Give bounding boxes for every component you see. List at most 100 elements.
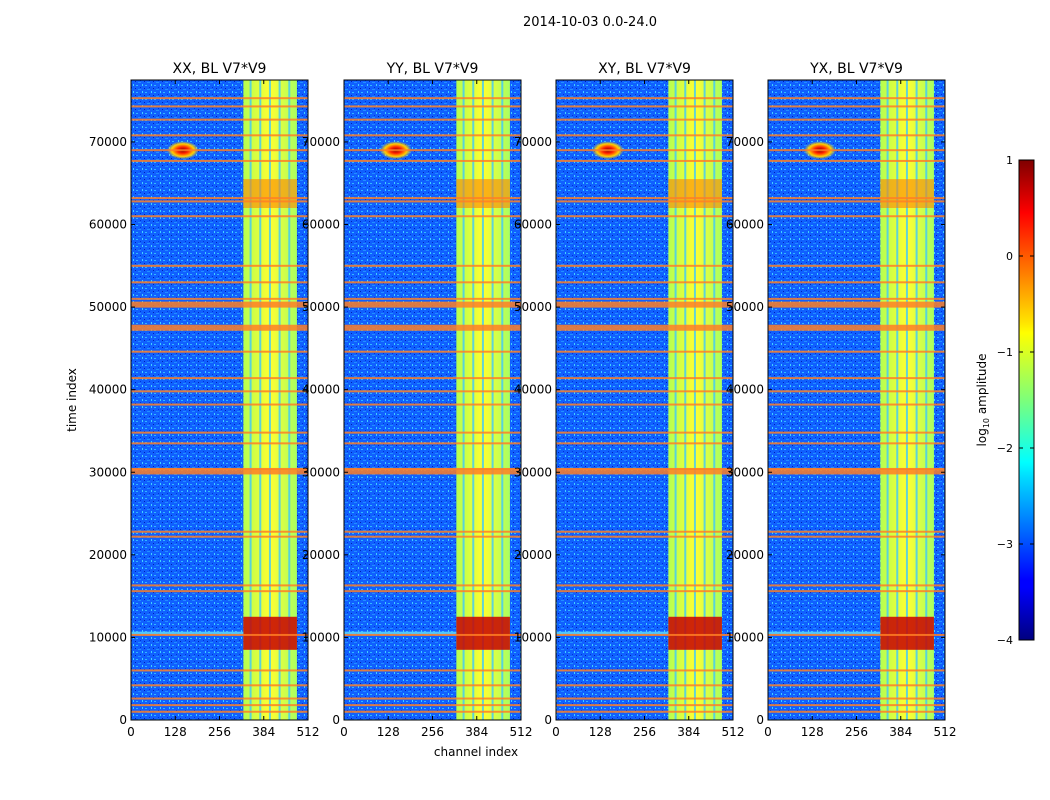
flagged-row — [344, 535, 521, 538]
flagged-row — [556, 297, 733, 300]
panel-title: XY, BL V7*V9 — [598, 61, 691, 77]
flagged-row — [344, 442, 521, 445]
colorbar-tick-label: −1 — [997, 346, 1013, 359]
rfi-channel-stripe — [249, 80, 252, 720]
flagged-row — [131, 431, 308, 434]
flagged-row — [556, 467, 733, 470]
flagged-row — [556, 669, 733, 672]
flagged-row — [131, 264, 308, 267]
flagged-row — [556, 264, 733, 267]
x-axis-label: channel index — [434, 745, 518, 759]
flagged-row — [344, 118, 521, 121]
flagged-row — [768, 530, 945, 533]
flagged-row — [344, 704, 521, 707]
rfi-channel-stripe — [491, 80, 494, 720]
flagged-row — [556, 584, 733, 587]
y-tick-label: 20000 — [514, 548, 552, 562]
rfi-channel-stripe — [684, 80, 687, 720]
y-tick-label: 60000 — [302, 218, 340, 232]
rfi-channel-stripe — [481, 80, 484, 720]
flagged-row — [131, 669, 308, 672]
flagged-row — [344, 264, 521, 267]
x-tick-label: 256 — [208, 725, 231, 739]
flagged-row — [344, 301, 521, 308]
flagged-row — [768, 390, 945, 393]
y-tick-label: 10000 — [726, 630, 764, 644]
flagged-row — [344, 200, 521, 203]
y-tick-label: 50000 — [514, 300, 552, 314]
flagged-row — [556, 710, 733, 713]
flagged-row — [768, 297, 945, 300]
y-tick-label: 40000 — [89, 383, 127, 397]
flagged-row — [768, 704, 945, 707]
flagged-row — [768, 105, 945, 108]
rfi-channel-stripe — [896, 80, 899, 720]
y-tick-label: 0 — [544, 713, 552, 727]
flagged-row — [344, 390, 521, 393]
flagged-row — [344, 297, 521, 300]
panels: XX, BL V7*V9 0 128 256 384 512 0 10000 20000 3000… — [89, 61, 957, 739]
y-tick-label: 10000 — [514, 630, 552, 644]
flagged-row — [768, 590, 945, 593]
flagged-row — [131, 377, 308, 380]
x-tick-label: 128 — [589, 725, 612, 739]
y-tick-label: 0 — [756, 713, 764, 727]
x-tick-label: 0 — [764, 725, 772, 739]
rfi-channel-stripe — [501, 80, 504, 720]
x-tick-label: 384 — [252, 725, 275, 739]
flagged-row — [131, 97, 308, 100]
flagged-row — [768, 301, 945, 308]
rfi-channel-stripe — [693, 80, 696, 720]
x-tick-label: 256 — [633, 725, 656, 739]
y-tick-label: 20000 — [89, 548, 127, 562]
flagged-row — [131, 134, 308, 137]
rfi-channel-stripe — [886, 80, 889, 720]
flagged-row — [131, 281, 308, 284]
rfi-channel-stripe — [259, 80, 262, 720]
y-tick-label: 50000 — [302, 300, 340, 314]
heatmap-panel-1: XX, BL V7*V9 0 128 256 384 512 0 10000 20000 3000… — [89, 61, 320, 739]
rfi-channel-stripe — [278, 80, 281, 720]
flagged-row — [556, 390, 733, 393]
flagged-row — [344, 584, 521, 587]
flagged-row — [768, 97, 945, 100]
flagged-row — [768, 377, 945, 380]
y-tick-label: 70000 — [514, 135, 552, 149]
flagged-row — [768, 118, 945, 121]
flagged-row — [556, 377, 733, 380]
colorbar-scale — [1018, 159, 1035, 641]
rfi-channel-stripe — [925, 80, 928, 720]
flagged-row — [131, 697, 308, 700]
flagged-row — [768, 197, 945, 200]
x-tick-label: 128 — [377, 725, 400, 739]
flagged-row — [556, 633, 733, 636]
panel-title: XX, BL V7*V9 — [173, 61, 267, 77]
colorbar-tick-label: −4 — [997, 634, 1013, 647]
rfi-burst-upper — [880, 179, 934, 208]
y-tick-label: 50000 — [726, 300, 764, 314]
y-tick-label: 0 — [332, 713, 340, 727]
rfi-burst — [668, 616, 722, 650]
flagged-row — [768, 403, 945, 406]
flagged-row — [344, 134, 521, 137]
flagged-row — [556, 281, 733, 284]
flagged-row — [131, 118, 308, 121]
flagged-row — [131, 301, 308, 308]
flagged-row — [131, 468, 308, 475]
flagged-row — [344, 710, 521, 713]
flagged-row — [768, 159, 945, 162]
flagged-row — [768, 669, 945, 672]
flagged-row — [344, 197, 521, 200]
flagged-row — [556, 590, 733, 593]
flagged-row — [131, 590, 308, 593]
flagged-row — [556, 704, 733, 707]
y-tick-label: 70000 — [726, 135, 764, 149]
y-tick-label: 70000 — [302, 135, 340, 149]
flagged-row — [768, 350, 945, 353]
y-tick-label: 20000 — [726, 548, 764, 562]
flagged-row — [768, 431, 945, 434]
x-tick-label: 128 — [164, 725, 187, 739]
flagged-row — [556, 301, 733, 308]
flagged-row — [556, 684, 733, 687]
flagged-row — [131, 530, 308, 533]
